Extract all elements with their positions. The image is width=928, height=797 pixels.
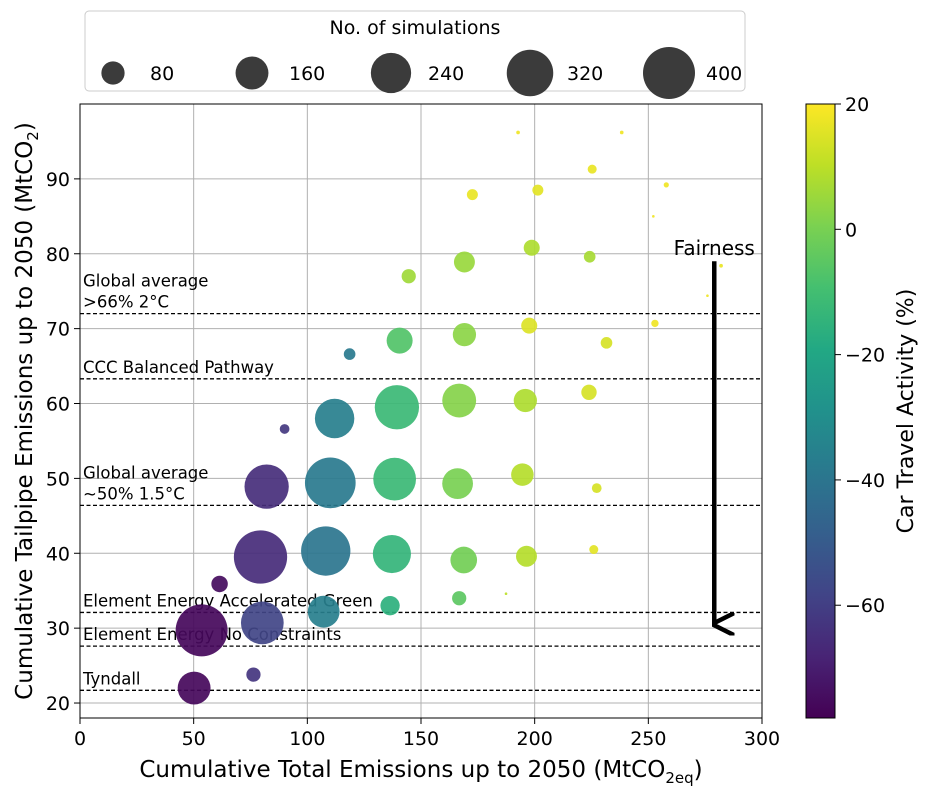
y-axis-ticks: 20 30 40 50 60 70 80 90 <box>46 169 80 715</box>
y-tick-label: 20 <box>46 693 70 715</box>
size-legend-marker <box>643 47 695 99</box>
data-point <box>401 269 416 284</box>
data-point <box>450 546 478 574</box>
size-legend-label: 320 <box>567 63 603 85</box>
data-point <box>504 592 508 596</box>
y-tick-label: 90 <box>46 169 70 191</box>
data-point <box>466 189 478 201</box>
data-point <box>587 164 597 174</box>
data-point <box>211 575 228 593</box>
reference-line-label: CCC Balanced Pathway <box>83 358 274 377</box>
x-tick-label: 250 <box>630 728 666 750</box>
y-axis-label: Cumulative Tailpipe Emissions up to 2050… <box>12 122 42 700</box>
data-point <box>373 457 416 501</box>
data-point <box>591 483 602 493</box>
size-legend-label: 240 <box>428 63 464 85</box>
y-tick-label: 30 <box>46 618 70 640</box>
data-point <box>279 424 290 434</box>
fairness-annotation: Fairness <box>674 236 755 624</box>
data-point <box>719 263 723 268</box>
data-point <box>581 384 597 400</box>
size-legend: No. of simulations 80 160 240 320 400 <box>84 10 746 99</box>
reference-line-label: Global average <box>83 463 208 482</box>
data-point <box>442 383 477 418</box>
data-point <box>532 184 544 196</box>
data-point <box>452 322 477 347</box>
data-point <box>651 319 659 328</box>
colorbar-tick-label: 20 <box>845 94 869 116</box>
data-point <box>372 534 411 574</box>
colorbar-label: Car Travel Activity (%) <box>894 289 919 534</box>
data-point <box>516 545 537 567</box>
y-tick-label: 80 <box>46 244 70 266</box>
colorbar-gradient <box>805 103 836 719</box>
size-legend-marker <box>235 56 269 90</box>
data-point <box>314 398 355 439</box>
y-tick-label: 40 <box>46 543 70 565</box>
data-point <box>386 327 413 354</box>
y-tick-label: 60 <box>46 394 70 416</box>
colorbar-tick-label: −40 <box>845 470 885 492</box>
data-point <box>175 604 228 657</box>
data-point <box>343 348 356 360</box>
reference-line-label: Global average <box>83 272 208 291</box>
data-point <box>663 182 669 188</box>
data-point <box>307 595 340 628</box>
reference-line-label: ~50% 1.5°C <box>83 484 185 503</box>
data-point <box>452 591 467 606</box>
data-point <box>521 317 538 334</box>
data-point <box>706 294 709 297</box>
data-point <box>589 545 599 555</box>
x-tick-label: 0 <box>74 728 86 750</box>
reference-line-label: Element Energy Accelerated Green <box>83 591 373 610</box>
data-point <box>652 215 655 218</box>
x-tick-label: 300 <box>744 728 780 750</box>
data-point <box>233 530 288 584</box>
x-tick-label: 150 <box>403 728 439 750</box>
size-legend-marker <box>506 49 554 97</box>
data-point <box>177 671 211 705</box>
x-tick-label: 200 <box>517 728 553 750</box>
reference-line-label: Tyndall <box>82 669 140 688</box>
data-point <box>619 130 624 135</box>
data-point <box>600 337 613 349</box>
data-point <box>240 601 284 645</box>
colorbar: 20 0 −20 −40 −60 Car Travel Activity (%) <box>805 94 919 719</box>
data-point <box>304 457 356 509</box>
data-point <box>380 596 400 616</box>
y-tick-label: 70 <box>46 319 70 341</box>
y-tick-label: 50 <box>46 468 70 490</box>
data-point <box>453 251 475 273</box>
size-legend-marker <box>370 52 412 94</box>
data-point <box>374 385 420 430</box>
data-points <box>175 130 723 705</box>
colorbar-tick-label: −60 <box>845 595 885 617</box>
data-point <box>442 468 473 500</box>
size-legend-label: 160 <box>289 63 325 85</box>
fairness-label: Fairness <box>674 236 755 260</box>
data-point <box>583 250 596 263</box>
size-legend-label: 400 <box>706 63 742 85</box>
size-legend-marker <box>101 61 125 85</box>
size-legend-label: 80 <box>150 63 174 85</box>
data-point <box>523 239 540 256</box>
data-point <box>244 464 289 509</box>
reference-lines: Global average >66% 2°C CCC Balanced Pathw… <box>80 272 762 691</box>
data-point <box>511 463 534 486</box>
x-axis-ticks: 0 50 100 150 200 250 300 <box>74 718 780 750</box>
x-tick-label: 100 <box>289 728 325 750</box>
data-point <box>246 667 261 682</box>
x-axis-label: Cumulative Total Emissions up to 2050 (M… <box>139 757 702 787</box>
data-point <box>301 526 351 576</box>
data-point <box>513 388 537 413</box>
x-tick-label: 50 <box>182 728 206 750</box>
size-legend-title: No. of simulations <box>330 17 501 39</box>
data-point <box>516 130 520 135</box>
reference-line-label: >66% 2°C <box>83 293 169 312</box>
colorbar-tick-label: −20 <box>845 345 885 367</box>
colorbar-tick-label: 0 <box>845 219 857 241</box>
